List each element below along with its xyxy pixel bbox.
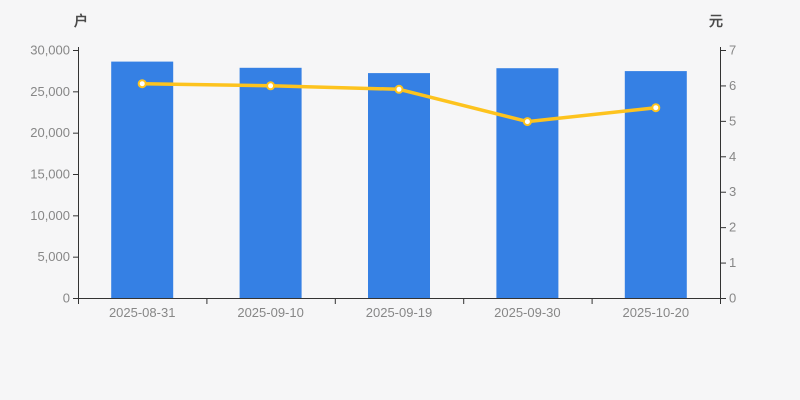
x-tick-label: 2025-08-31	[109, 305, 176, 320]
y-left-tick-label: 0	[63, 291, 70, 306]
line-point-2025-08-31[interactable]	[137, 79, 147, 89]
x-tick-label: 2025-09-30	[494, 305, 561, 320]
bar-2025-09-10[interactable]	[239, 67, 302, 298]
line-point-2025-09-10[interactable]	[266, 81, 276, 91]
x-tick-label: 2025-10-20	[623, 305, 690, 320]
y-right-tick-label: 5	[729, 113, 736, 128]
y-left-tick-label: 5,000	[37, 249, 70, 264]
y-right-tick-label: 6	[729, 78, 736, 93]
y-right-tick-label: 0	[729, 291, 736, 306]
bar-2025-09-30[interactable]	[496, 68, 559, 298]
x-tick-label: 2025-09-10	[237, 305, 304, 320]
right-axis-title: 元	[709, 13, 723, 29]
y-right-tick-label: 1	[729, 255, 736, 270]
line-point-2025-09-30[interactable]	[522, 117, 532, 127]
y-left-tick-label: 30,000	[30, 43, 70, 58]
y-left-tick-label: 25,000	[30, 84, 70, 99]
left-axis-title: 户	[74, 13, 88, 29]
line-point-2025-09-19[interactable]	[394, 84, 404, 94]
y-right-tick-label: 2	[729, 220, 736, 235]
bar-2025-08-31[interactable]	[111, 61, 174, 298]
bar-2025-09-19[interactable]	[368, 73, 430, 298]
line-point-2025-10-20[interactable]	[651, 103, 661, 113]
y-right-tick-label: 3	[729, 184, 736, 199]
y-right-tick-label: 7	[729, 43, 736, 58]
y-left-tick-label: 20,000	[30, 125, 70, 140]
y-left-tick-label: 15,000	[30, 167, 70, 182]
y-right-tick-label: 4	[729, 149, 736, 164]
y-left-tick-label: 10,000	[30, 208, 70, 223]
x-tick-label: 2025-09-19	[366, 305, 433, 320]
